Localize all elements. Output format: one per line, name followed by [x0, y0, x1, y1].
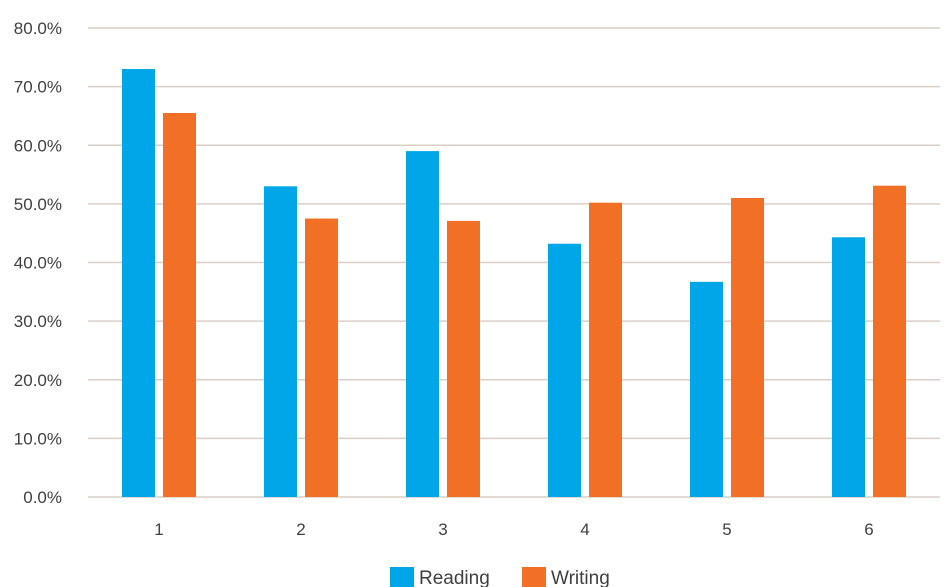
bar-writing-3	[447, 220, 480, 497]
y-tick-label: 50.0%	[14, 195, 62, 214]
y-tick-label: 0.0%	[23, 488, 62, 507]
legend-swatch-writing	[522, 567, 546, 587]
x-category-label: 6	[864, 520, 873, 539]
legend-swatch-reading	[390, 567, 414, 587]
y-tick-label: 60.0%	[14, 136, 62, 155]
bar-reading-2	[264, 186, 297, 497]
bars	[122, 69, 906, 498]
bar-reading-4	[548, 243, 581, 497]
y-tick-label: 30.0%	[14, 312, 62, 331]
bar-writing-5	[731, 198, 764, 497]
bar-reading-1	[122, 69, 155, 497]
bar-reading-3	[406, 151, 439, 498]
bar-writing-1	[163, 113, 196, 497]
bar-writing-4	[589, 202, 622, 497]
bar-reading-6	[832, 237, 865, 497]
y-axis-tick-labels: 0.0% 10.0% 20.0% 30.0% 40.0% 50.0% 60.0% 70.0% 8…	[14, 19, 62, 507]
legend-label-reading: Reading	[419, 568, 490, 587]
legend-label-writing: Writing	[551, 568, 610, 587]
y-tick-label: 40.0%	[14, 254, 62, 273]
x-category-label: 1	[154, 520, 163, 539]
gridlines	[88, 27, 940, 498]
y-tick-label: 70.0%	[14, 78, 62, 97]
x-axis-category-labels: 1 2 3 4 5 6	[154, 520, 873, 539]
legend: Reading Writing	[390, 567, 610, 587]
x-category-label: 2	[296, 520, 305, 539]
bar-reading-5	[690, 281, 723, 497]
y-tick-label: 20.0%	[14, 371, 62, 390]
bar-writing-2	[305, 218, 338, 497]
bar-writing-6	[873, 185, 906, 498]
y-tick-label: 10.0%	[14, 429, 62, 448]
y-tick-label: 80.0%	[14, 19, 62, 38]
x-category-label: 3	[438, 520, 447, 539]
x-category-label: 5	[722, 520, 731, 539]
x-category-label: 4	[580, 520, 589, 539]
